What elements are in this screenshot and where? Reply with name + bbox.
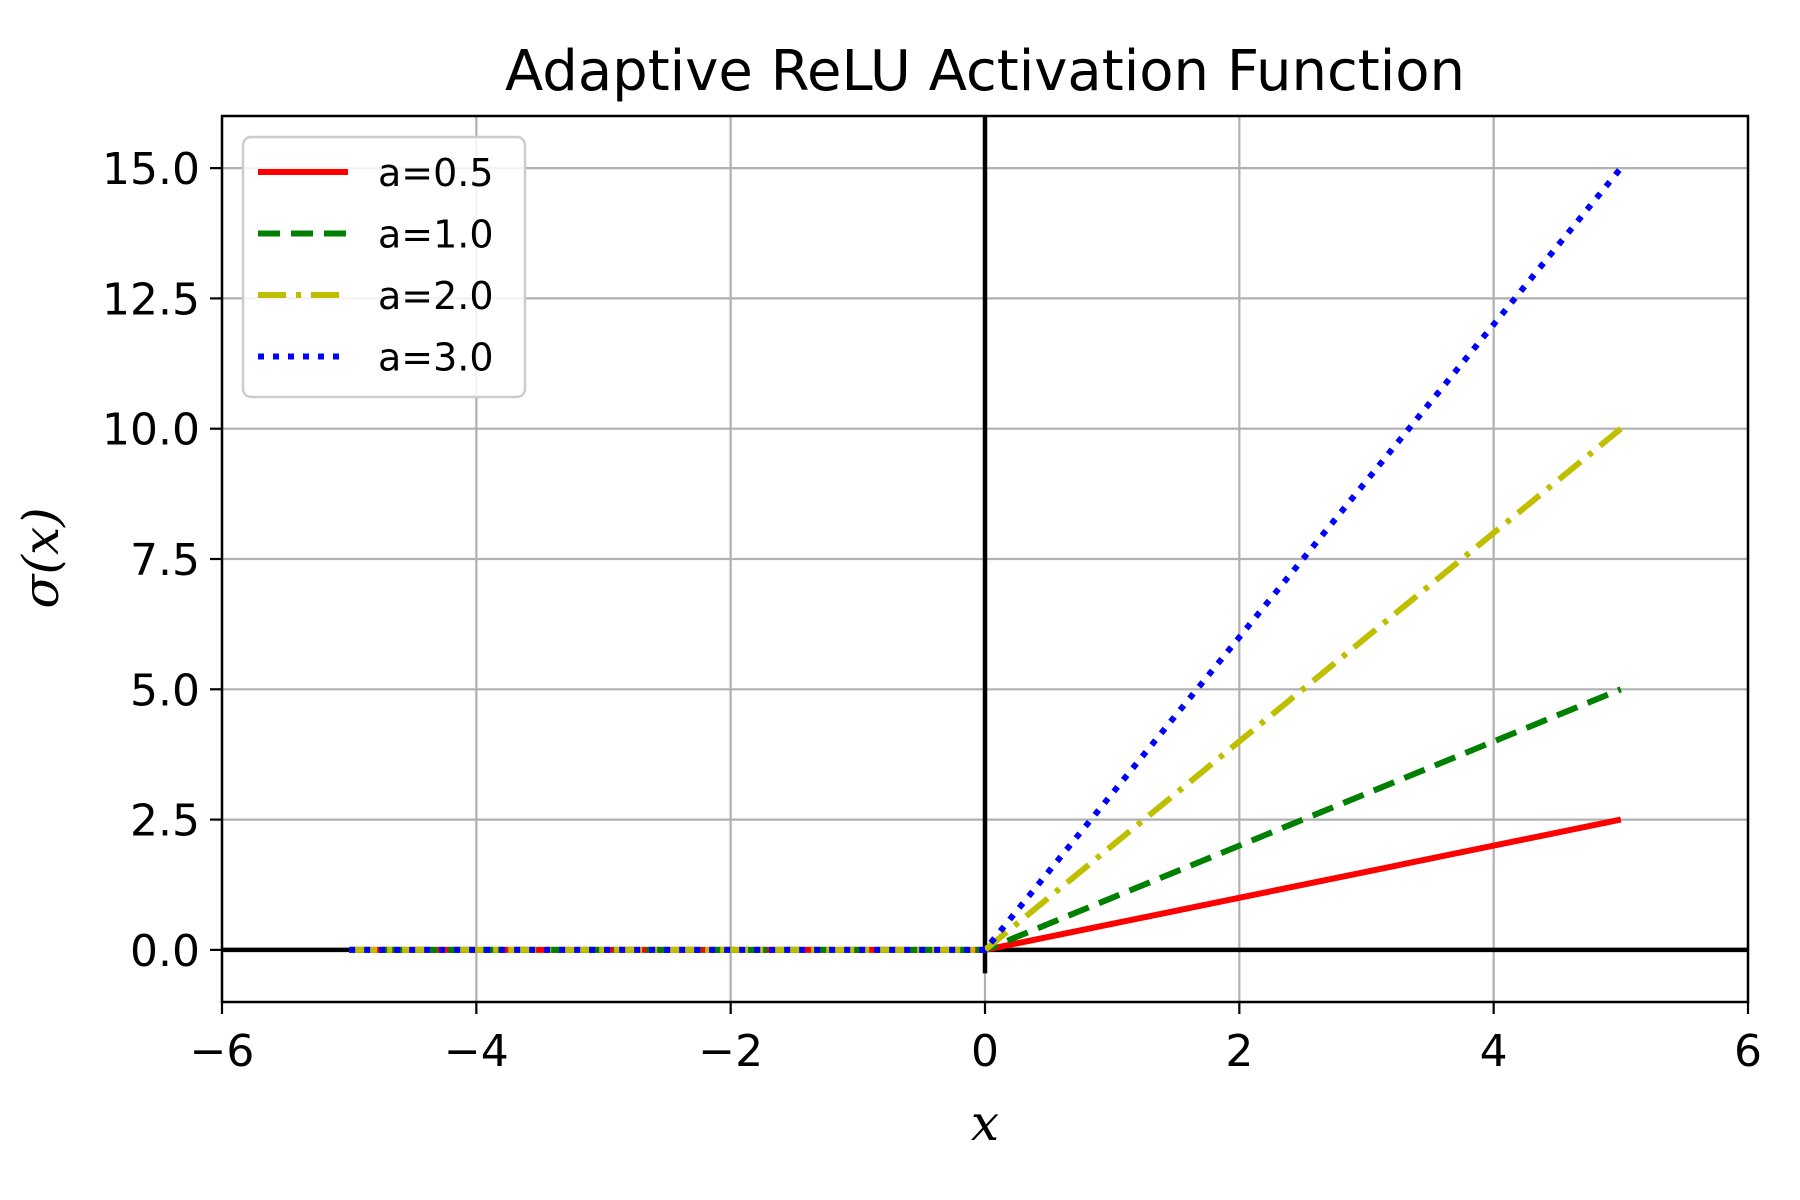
x-tick-label: −6 xyxy=(190,1026,255,1077)
x-axis-label: x xyxy=(971,1094,999,1152)
x-tick-label: 2 xyxy=(1225,1026,1253,1077)
chart-title: Adaptive ReLU Activation Function xyxy=(505,39,1465,104)
axis-ticks: −6 −4 −2 0 2 4 6 0.0 2.5 5.0 7.5 10.0 12.5 15.0 xyxy=(102,144,1762,1077)
y-tick-label: 15.0 xyxy=(102,144,200,195)
legend-label: a=1.0 xyxy=(378,213,494,257)
y-tick-label: 5.0 xyxy=(130,665,200,716)
legend-label: a=3.0 xyxy=(378,336,494,380)
x-tick-label: 6 xyxy=(1734,1026,1762,1077)
series-line-a=3.0 xyxy=(349,166,1624,953)
y-axis-label: σ(x) xyxy=(12,507,70,608)
legend-box xyxy=(241,135,527,399)
x-tick-label: 4 xyxy=(1480,1026,1508,1077)
x-tick-label: −4 xyxy=(444,1026,509,1077)
y-tick-label: 2.5 xyxy=(130,796,200,847)
y-tick-label: 12.5 xyxy=(102,274,200,325)
x-tick-label: −2 xyxy=(698,1026,763,1077)
series-lines xyxy=(349,166,1624,953)
y-tick-label: 7.5 xyxy=(130,535,200,586)
x-tick-label: 0 xyxy=(971,1026,999,1077)
y-tick-label: 0.0 xyxy=(130,926,200,977)
series-line-a=2.0 xyxy=(349,426,1623,953)
legend-label: a=0.5 xyxy=(378,151,494,195)
legend-label: a=2.0 xyxy=(378,274,494,318)
y-tick-label: 10.0 xyxy=(102,405,200,456)
legend: a=0.5 a=1.0 a=2.0 a=3.0 xyxy=(241,135,527,399)
